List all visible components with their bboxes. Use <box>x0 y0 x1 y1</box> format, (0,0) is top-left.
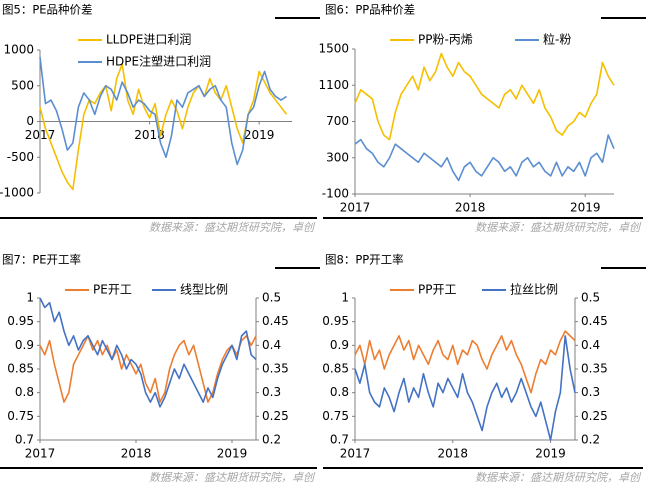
y-tick-label: 0.7 <box>330 433 349 447</box>
x-tick-label: 2018 <box>134 128 165 142</box>
chart-title: 图5：PE品种价差 <box>2 3 93 17</box>
legend-label: PE开工 <box>93 283 132 297</box>
y-tick-label: 1000 <box>3 43 34 57</box>
x-tick-label: 2019 <box>570 201 601 215</box>
y-tick-label: 0.75 <box>7 409 34 423</box>
y-tick-label: 300 <box>326 150 349 164</box>
legend-label: HDPE注塑进口利润 <box>106 54 211 69</box>
x-tick-label: 2017 <box>340 201 371 215</box>
y2-tick-label: 0.4 <box>581 338 600 352</box>
legend-label: PP粉-丙烯 <box>418 33 473 47</box>
y2-tick-label: 0.45 <box>262 314 289 328</box>
y-tick-label: 0 <box>26 114 34 128</box>
series-line <box>39 297 257 408</box>
y-tick-label: -100 <box>322 187 349 201</box>
x-tick-label: 2019 <box>535 447 566 461</box>
source-note: 数据来源：盛达期货研究院，卓创 <box>475 471 642 484</box>
y-tick-label: 1 <box>341 291 349 305</box>
source-note: 数据来源：盛达期货研究院，卓创 <box>475 221 642 234</box>
y-tick-label: 0.75 <box>322 409 349 423</box>
source-note: 数据来源：盛达期货研究院，卓创 <box>149 471 316 484</box>
chart-title: 图7：PE开工率 <box>2 253 81 267</box>
series-line <box>354 330 576 394</box>
chart-title: 图8：PP开工率 <box>325 253 404 267</box>
legend-label: 线型比例 <box>180 283 228 297</box>
x-tick-label: 2018 <box>121 447 152 461</box>
x-tick-label: 2019 <box>244 128 275 142</box>
y2-tick-label: 0.2 <box>581 433 600 447</box>
y2-tick-label: 0.5 <box>262 291 281 305</box>
y2-tick-label: 0.45 <box>581 314 608 328</box>
series-line <box>354 134 615 182</box>
y2-tick-label: 0.35 <box>581 362 608 376</box>
y-tick-label: 1100 <box>318 78 349 92</box>
y2-tick-label: 0.25 <box>262 409 289 423</box>
y-tick-label: 0.9 <box>15 338 34 352</box>
y-tick-label: -500 <box>7 150 34 164</box>
y-tick-label: -1000 <box>0 186 34 200</box>
source-note: 数据来源：盛达期货研究院，卓创 <box>149 221 316 234</box>
y2-tick-label: 0.25 <box>581 409 608 423</box>
y2-tick-label: 0.5 <box>581 291 600 305</box>
series-line <box>354 335 576 441</box>
y-tick-label: 0.85 <box>322 362 349 376</box>
series-line <box>39 57 287 166</box>
y-tick-label: 0.8 <box>15 385 34 399</box>
legend-label: 粒-粉 <box>543 32 571 47</box>
y-tick-label: 0.7 <box>15 433 34 447</box>
series-line <box>354 52 615 141</box>
y-tick-label: 1 <box>26 291 34 305</box>
y-tick-label: 0.9 <box>330 338 349 352</box>
x-tick-label: 2018 <box>455 201 486 215</box>
y-tick-label: 1500 <box>318 42 349 56</box>
x-tick-label: 2017 <box>25 128 56 142</box>
y-tick-label: 0.95 <box>322 314 349 328</box>
y-tick-label: 0.8 <box>330 385 349 399</box>
chart-title: 图6：PP品种价差 <box>325 3 415 17</box>
legend-label: PP开工 <box>418 283 456 297</box>
x-tick-label: 2019 <box>217 447 248 461</box>
y2-tick-label: 0.2 <box>262 433 281 447</box>
y-tick-label: 0.85 <box>7 362 34 376</box>
y2-tick-label: 0.3 <box>581 385 600 399</box>
series-line <box>39 335 257 403</box>
x-tick-label: 2017 <box>340 447 371 461</box>
legend-label: 拉丝比例 <box>510 282 558 297</box>
legend-label: LLDPE进口利润 <box>106 33 191 47</box>
y2-tick-label: 0.3 <box>262 385 281 399</box>
y-tick-label: 0.95 <box>7 314 34 328</box>
x-tick-label: 2017 <box>25 447 56 461</box>
x-tick-label: 2018 <box>438 447 469 461</box>
y2-tick-label: 0.35 <box>262 362 289 376</box>
y-tick-label: 500 <box>11 78 34 92</box>
y-tick-label: 700 <box>326 114 349 128</box>
y2-tick-label: 0.4 <box>262 338 281 352</box>
